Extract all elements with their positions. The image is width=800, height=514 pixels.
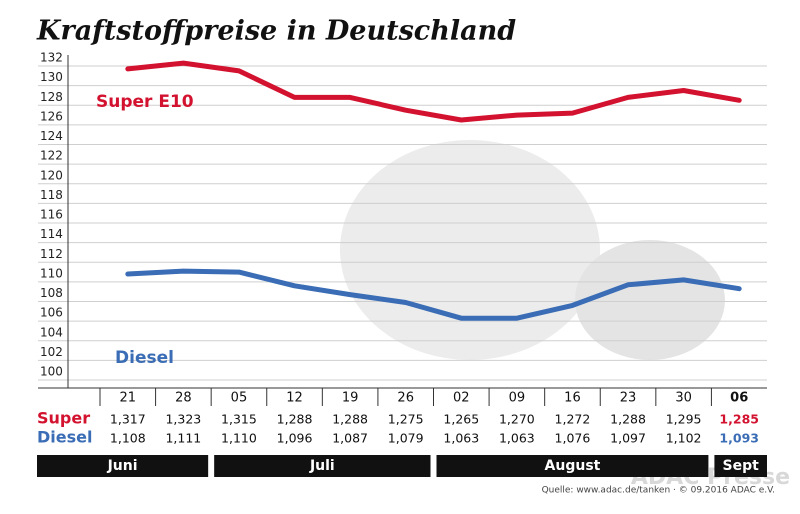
chart-title: Kraftstoffpreise in Deutschland <box>36 16 516 47</box>
month-bar <box>714 455 767 477</box>
table-row-label: Diesel <box>37 428 92 447</box>
y-tick-label: 126 <box>40 109 63 123</box>
month-label: Sept <box>723 458 760 474</box>
x-tick-label: 28 <box>175 391 192 406</box>
table-value: 1,110 <box>221 431 257 446</box>
x-tick-label: 21 <box>120 391 137 406</box>
table-value: 1,063 <box>443 431 479 446</box>
x-tick-label: 12 <box>286 391 303 406</box>
y-tick-label: 120 <box>40 168 63 182</box>
table-value: 1,063 <box>499 431 535 446</box>
y-tick-label: 106 <box>40 306 63 320</box>
x-tick-label: 30 <box>675 391 692 406</box>
table-value: 1,102 <box>666 431 702 446</box>
table-value: 1,317 <box>110 412 146 427</box>
table-value: 1,111 <box>165 431 201 446</box>
series-label: Super E10 <box>96 92 194 112</box>
x-tick-label: 02 <box>453 391 470 406</box>
y-tick-label: 114 <box>40 227 63 241</box>
y-tick-label: 128 <box>40 90 63 104</box>
y-tick-label: 100 <box>40 365 63 379</box>
x-tick-label: 16 <box>564 391 581 406</box>
y-tick-label: 122 <box>40 149 63 163</box>
table-value: 1,295 <box>666 412 702 427</box>
table-value: 1,265 <box>443 412 479 427</box>
table-value: 1,087 <box>332 431 368 446</box>
month-label: August <box>545 458 601 474</box>
source: Quelle: www.adac.de/tanken · © 09.2016 A… <box>542 486 775 496</box>
table-value: 1,288 <box>610 412 646 427</box>
month-label: Juni <box>107 458 138 474</box>
table-value: 1,079 <box>388 431 424 446</box>
table-value: 1,275 <box>388 412 424 427</box>
x-tick-label: 19 <box>342 391 359 406</box>
series-line <box>125 268 742 321</box>
y-tick-label: 118 <box>40 188 63 202</box>
table-value: 1,323 <box>165 412 201 427</box>
y-tick-label: 104 <box>40 325 63 339</box>
x-tick-label: 09 <box>509 391 526 406</box>
y-tick-label: 112 <box>40 247 63 261</box>
table-value: 1,315 <box>221 412 257 427</box>
y-tick-label: 108 <box>40 286 63 300</box>
table-row-label: Super <box>37 409 90 428</box>
table-value: 1,108 <box>110 431 146 446</box>
y-tick-label: 110 <box>40 266 63 280</box>
y-tick-label: 124 <box>40 129 63 143</box>
x-tick-label: 05 <box>231 391 248 406</box>
table-value: 1,285 <box>719 412 759 427</box>
month-bar <box>436 455 709 477</box>
y-tick-label: 130 <box>40 70 63 84</box>
table-value: 1,288 <box>332 412 368 427</box>
table-value: 1,076 <box>555 431 591 446</box>
table-value: 1,288 <box>277 412 313 427</box>
y-tick-label: 116 <box>40 208 63 222</box>
y-tick-label: 132 <box>40 51 63 65</box>
table-value: 1,270 <box>499 412 535 427</box>
table-value: 1,093 <box>719 431 759 446</box>
month-bar <box>214 455 431 477</box>
series-label: Diesel <box>115 348 174 368</box>
x-tick-label: 06 <box>730 391 748 406</box>
car-decoration <box>575 240 725 360</box>
x-tick-label: 23 <box>620 391 637 406</box>
table-value: 1,097 <box>610 431 646 446</box>
map-decoration <box>340 140 600 360</box>
table-value: 1,272 <box>555 412 591 427</box>
series-line <box>125 60 742 123</box>
y-tick-label: 102 <box>40 345 63 359</box>
table-value: 1,096 <box>277 431 313 446</box>
month-bar <box>37 455 209 477</box>
month-label: Juli <box>309 458 335 474</box>
x-tick-label: 26 <box>397 391 414 406</box>
